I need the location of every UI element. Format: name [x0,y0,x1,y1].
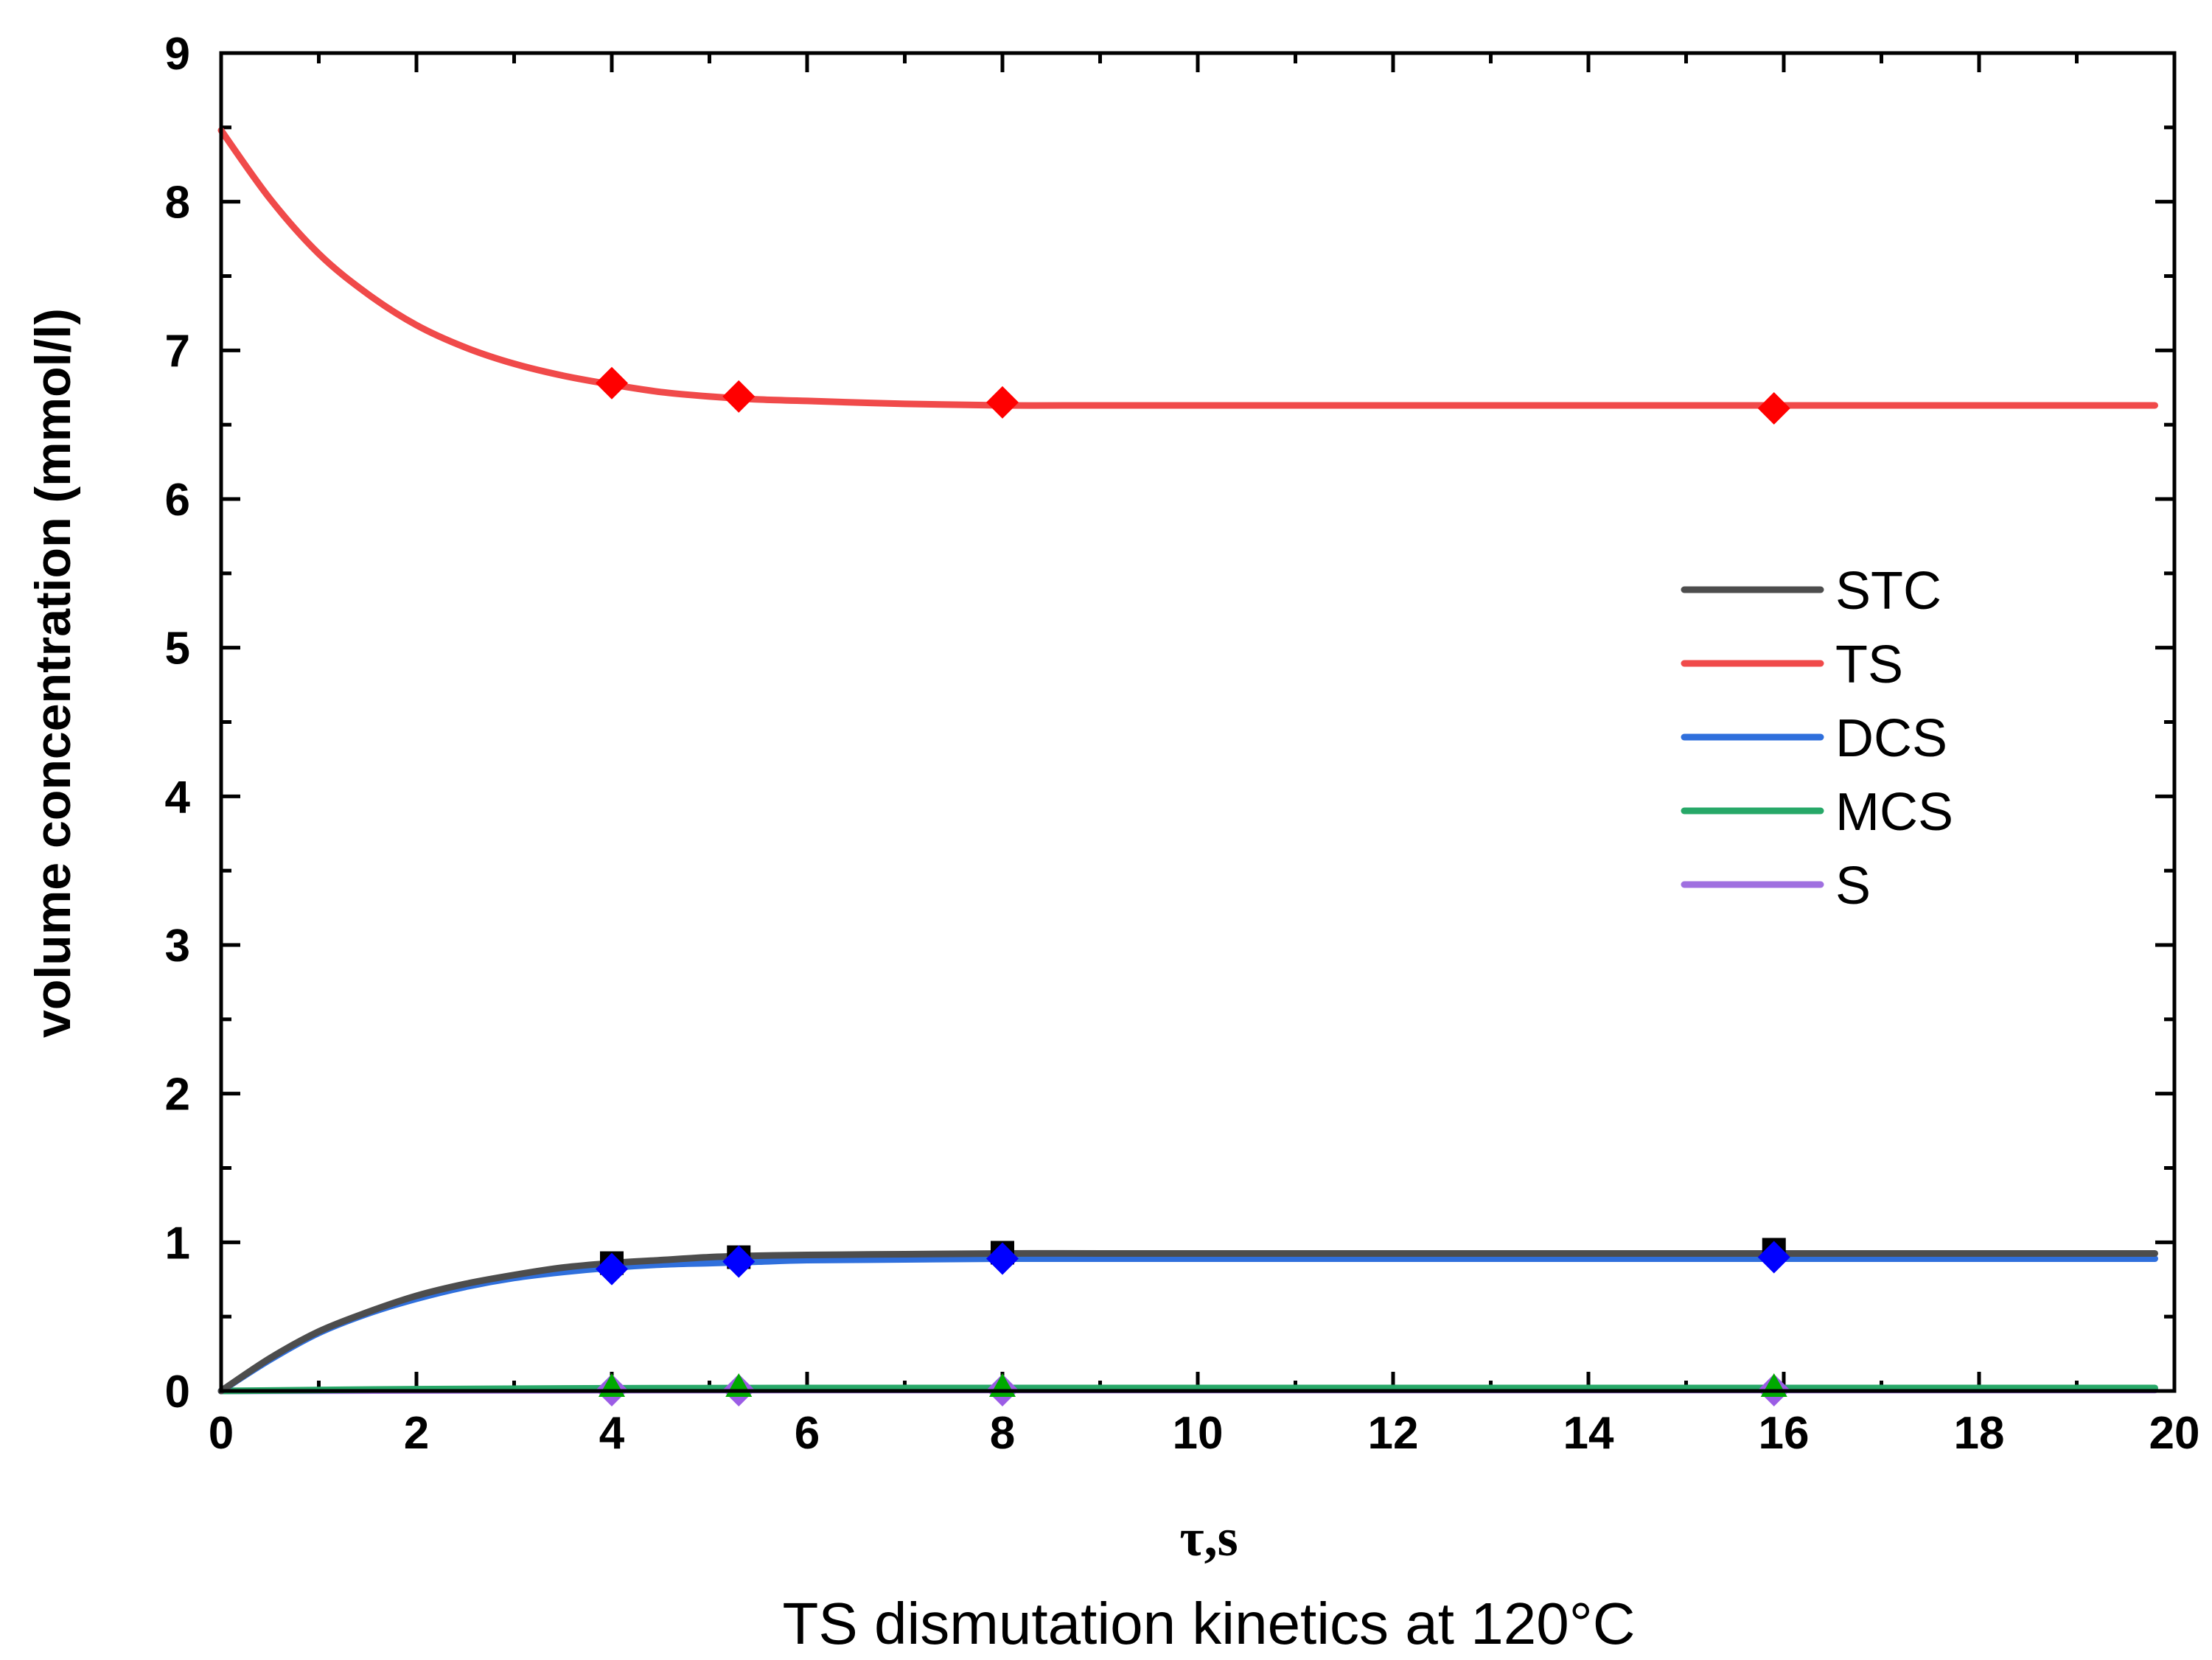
data-point-dcs [722,1245,756,1278]
x-tick-label: 4 [599,1408,625,1459]
series-line-mcs [217,1384,2158,1395]
y-tick-label: 3 [165,921,190,972]
y-tick-label: 6 [165,475,190,526]
y-axis-label: volume concentration (mmol/l) [25,308,81,1038]
legend-label-ts: TS [1835,635,1903,694]
x-tick-label: 18 [1954,1408,2005,1459]
y-tick-label: 1 [165,1218,190,1269]
data-point-ts [986,386,1019,419]
x-tick-label: 6 [795,1408,820,1459]
x-tick-label: 2 [404,1408,429,1459]
legend-label-s: S [1835,857,1871,916]
data-point-ts [722,380,756,413]
data-point-dcs [1757,1241,1790,1274]
legend: STC TS DCS MCS S [1681,562,1953,916]
x-tick-label: 14 [1563,1408,1614,1459]
x-tick-label: 0 [209,1408,234,1459]
x-axis-label: τ,s [1179,1508,1238,1567]
x-tick-label: 8 [990,1408,1015,1459]
series-line-ts [217,127,2158,409]
data-point-ts [1757,391,1790,425]
y-tick-label: 7 [165,326,190,377]
x-tick-label: 16 [1759,1408,1810,1459]
data-point-ts [596,366,628,400]
y-tick-labels: 0 1 2 3 4 5 6 7 8 9 [165,29,191,1417]
series-line-stc [217,1249,2158,1395]
y-tick-label: 0 [165,1367,190,1417]
legend-label-stc: STC [1835,562,1941,621]
legend-label-mcs: MCS [1835,783,1953,842]
x-tick-label: 12 [1368,1408,1419,1459]
legend-label-dcs: DCS [1835,709,1947,768]
y-tick-label: 2 [165,1070,190,1120]
data-point-dcs [986,1242,1019,1275]
data-point-dcs [596,1252,628,1286]
y-tick-label: 5 [165,624,190,674]
x-tick-label: 20 [2149,1408,2200,1459]
plot-frame [219,51,2177,1393]
y-tick-label: 4 [165,772,191,823]
y-tick-label: 9 [165,29,190,80]
data-markers [596,366,1790,1406]
x-tick-label: 10 [1173,1408,1224,1459]
chart-caption: TS dismutation kinetics at 120°C [783,1591,1636,1656]
y-tick-label: 8 [165,178,190,229]
x-tick-labels: 0 2 4 6 8 10 12 14 16 18 20 [209,1408,2200,1459]
